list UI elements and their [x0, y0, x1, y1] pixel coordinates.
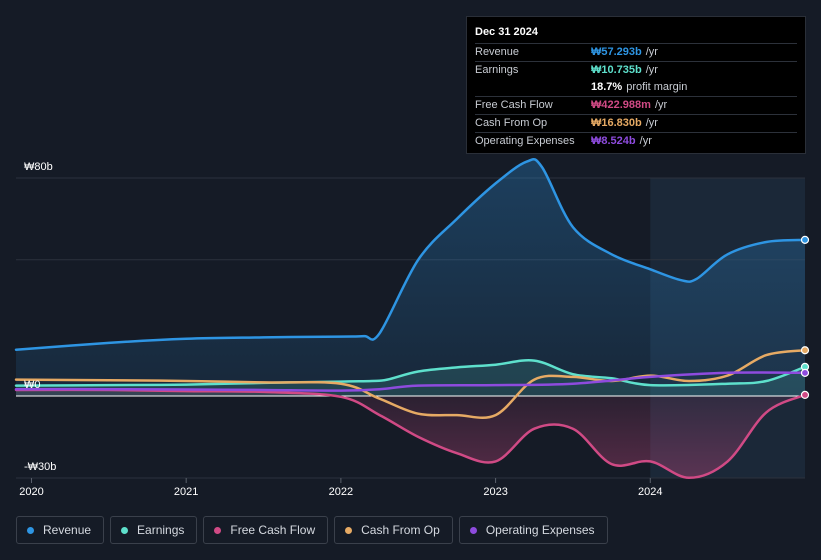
y-axis-top-label: ₩80b: [24, 161, 53, 173]
area-free-cash-flow: [16, 389, 805, 478]
tooltip-value: 18.7%: [591, 81, 623, 93]
x-tick-label-2023: 2023: [483, 486, 507, 498]
end-point-free-cash-flow: [800, 390, 810, 400]
legend-dot-icon: [345, 526, 353, 534]
y-axis-bottom-label: -₩30b: [24, 461, 56, 473]
series-areas: [16, 159, 805, 478]
tooltip-suffix: /yr: [645, 46, 658, 58]
series-lines: [14, 158, 807, 480]
tooltip-suffix: /yr: [639, 135, 652, 147]
legend-label: Earnings: [137, 523, 185, 537]
chart-legend: Revenue Earnings Free Cash Flow Cash Fro…: [16, 516, 614, 546]
legend-item-earnings[interactable]: Earnings: [110, 516, 198, 544]
tooltip-value: ₩16.830b: [591, 117, 642, 129]
series-end-dots: [800, 235, 810, 400]
tooltip-suffix: /yr: [654, 99, 668, 111]
tooltip-label: Revenue: [475, 46, 520, 58]
tooltip-label: Free Cash Flow: [475, 99, 553, 111]
tooltip-panel: Dec 31 2024 Revenue ₩57.293b /yr Earning…: [466, 16, 806, 154]
legend-dot-icon: [214, 526, 222, 534]
legend-item-free-cash-flow[interactable]: Free Cash Flow: [203, 516, 329, 544]
tooltip-row-free-cash-flow: Free Cash Flow ₩422.988m /yr: [475, 97, 797, 115]
tooltip-row-operating-expenses: Operating Expenses ₩8.524b /yr: [475, 133, 797, 150]
legend-dot-icon: [27, 526, 34, 534]
legend-item-cash-from-op[interactable]: Cash From Op: [334, 516, 453, 544]
series-line-revenue: [14, 158, 807, 351]
area-revenue: [16, 159, 805, 396]
tooltip-value: ₩57.293b: [591, 46, 642, 58]
tooltip-suffix: /yr: [645, 64, 658, 76]
x-tick-label-2022: 2022: [329, 486, 353, 498]
tooltip-row-revenue: Revenue ₩57.293b /yr: [475, 44, 797, 62]
series-line-earnings: [14, 359, 807, 387]
tooltip-value: ₩422.988m: [591, 99, 651, 111]
tooltip-label: Earnings: [475, 64, 519, 76]
tooltip-value: ₩8.524b: [591, 135, 636, 147]
end-point-cash-from-op: [800, 346, 810, 355]
x-axis-ticks: 2020 2021 2022 2023 2024: [19, 478, 663, 498]
legend-label: Operating Expenses: [485, 523, 595, 537]
legend-label: Free Cash Flow: [230, 523, 316, 537]
legend-label: Revenue: [43, 523, 92, 537]
end-point-revenue: [800, 235, 810, 244]
x-tick-label-2021: 2021: [174, 486, 198, 498]
legend-dot-icon: [121, 526, 129, 534]
legend-dot-icon: [469, 526, 477, 534]
series-line-operating-expenses: [14, 371, 807, 392]
series-line-free-cash-flow: [14, 388, 807, 480]
tooltip-suffix: /yr: [645, 117, 658, 129]
tooltip-value: ₩10.735b: [591, 64, 642, 76]
end-point-operating-expenses: [800, 368, 810, 377]
tooltip-row-profit-margin: 18.7% profit margin: [475, 79, 797, 97]
tooltip-row-cash-from-op: Cash From Op ₩16.830b /yr: [475, 115, 797, 133]
x-tick-label-2024: 2024: [638, 486, 662, 498]
tooltip-row-earnings: Earnings ₩10.735b /yr: [475, 62, 797, 79]
tooltip-label: Operating Expenses: [475, 135, 575, 147]
area-earnings: [16, 360, 805, 396]
legend-item-revenue[interactable]: Revenue: [16, 516, 105, 544]
legend-item-operating-expenses[interactable]: Operating Expenses: [458, 516, 608, 544]
tooltip-label: Cash From Op: [475, 117, 548, 129]
series-line-cash-from-op: [14, 348, 807, 419]
y-axis-zero-label: ₩0: [24, 379, 41, 391]
legend-label: Cash From Op: [361, 523, 440, 537]
x-tick-label-2020: 2020: [19, 486, 43, 498]
tooltip-suffix: profit margin: [626, 81, 688, 93]
tooltip-label: [475, 79, 591, 96]
tooltip-date: Dec 31 2024: [475, 25, 797, 44]
